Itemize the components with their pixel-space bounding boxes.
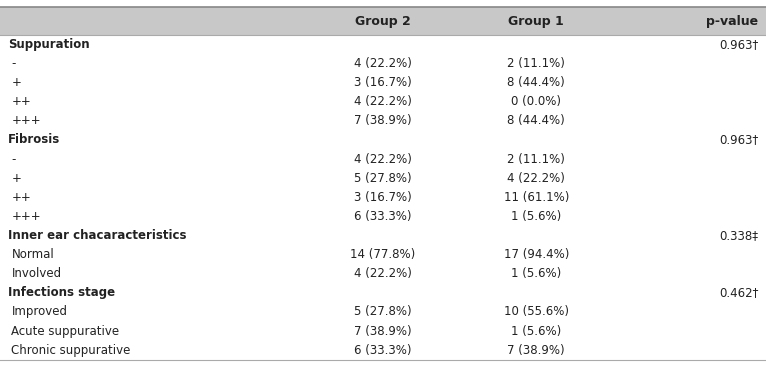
Text: +++: +++	[11, 115, 41, 127]
Text: 0.338‡: 0.338‡	[719, 229, 758, 242]
Text: 1 (5.6%): 1 (5.6%)	[511, 324, 561, 338]
Text: Improved: Improved	[11, 305, 67, 319]
Text: 0.963†: 0.963†	[719, 38, 758, 51]
Text: p-value: p-value	[706, 15, 758, 28]
Bar	[0, 302, 766, 321]
Text: 14 (77.8%): 14 (77.8%)	[350, 248, 416, 261]
Text: 0.462†: 0.462†	[719, 286, 758, 299]
Text: 2 (11.1%): 2 (11.1%)	[507, 153, 565, 166]
Text: Group 2: Group 2	[355, 15, 411, 28]
Text: Group 1: Group 1	[509, 15, 564, 28]
Text: 7 (38.9%): 7 (38.9%)	[507, 344, 565, 357]
Bar	[0, 73, 766, 92]
Bar	[0, 168, 766, 188]
Text: 7 (38.9%): 7 (38.9%)	[354, 115, 412, 127]
Bar	[0, 283, 766, 302]
Text: 10 (55.6%): 10 (55.6%)	[504, 305, 568, 319]
Text: 1 (5.6%): 1 (5.6%)	[511, 210, 561, 223]
Bar	[0, 207, 766, 226]
Text: Chronic suppurative: Chronic suppurative	[11, 344, 131, 357]
Bar	[0, 264, 766, 283]
Text: 5 (27.8%): 5 (27.8%)	[354, 305, 412, 319]
Text: ++: ++	[11, 95, 31, 108]
Text: 4 (22.2%): 4 (22.2%)	[354, 57, 412, 70]
Bar	[0, 149, 766, 168]
Text: 5 (27.8%): 5 (27.8%)	[354, 172, 412, 185]
Text: 8 (44.4%): 8 (44.4%)	[507, 76, 565, 89]
Text: +++: +++	[11, 210, 41, 223]
Text: 1 (5.6%): 1 (5.6%)	[511, 267, 561, 280]
Text: 4 (22.2%): 4 (22.2%)	[354, 95, 412, 108]
Text: 3 (16.7%): 3 (16.7%)	[354, 76, 412, 89]
Text: 17 (94.4%): 17 (94.4%)	[503, 248, 569, 261]
Text: 6 (33.3%): 6 (33.3%)	[354, 344, 412, 357]
Text: 0 (0.0%): 0 (0.0%)	[511, 95, 561, 108]
Text: -: -	[11, 57, 16, 70]
Bar	[0, 35, 766, 54]
Text: 11 (61.1%): 11 (61.1%)	[503, 191, 569, 204]
Text: 4 (22.2%): 4 (22.2%)	[354, 153, 412, 166]
Bar	[0, 341, 766, 360]
Text: Suppuration: Suppuration	[8, 38, 90, 51]
Text: 0.963†: 0.963†	[719, 134, 758, 146]
Text: 4 (22.2%): 4 (22.2%)	[507, 172, 565, 185]
Text: 8 (44.4%): 8 (44.4%)	[507, 115, 565, 127]
Text: 2 (11.1%): 2 (11.1%)	[507, 57, 565, 70]
Text: Infections stage: Infections stage	[8, 286, 115, 299]
Text: Inner ear chacaracteristics: Inner ear chacaracteristics	[8, 229, 186, 242]
Text: +: +	[11, 172, 21, 185]
Text: 3 (16.7%): 3 (16.7%)	[354, 191, 412, 204]
Text: Acute suppurative: Acute suppurative	[11, 324, 119, 338]
Bar	[0, 130, 766, 149]
Bar	[0, 188, 766, 207]
Text: Fibrosis: Fibrosis	[8, 134, 60, 146]
Bar	[0, 226, 766, 245]
Text: +: +	[11, 76, 21, 89]
Bar	[0, 245, 766, 264]
Text: 4 (22.2%): 4 (22.2%)	[354, 267, 412, 280]
Bar	[0, 321, 766, 341]
Bar	[0, 7, 766, 35]
Text: -: -	[11, 153, 16, 166]
Text: 7 (38.9%): 7 (38.9%)	[354, 324, 412, 338]
Text: 6 (33.3%): 6 (33.3%)	[354, 210, 412, 223]
Bar	[0, 92, 766, 111]
Bar	[0, 54, 766, 73]
Text: Involved: Involved	[11, 267, 61, 280]
Bar	[0, 111, 766, 130]
Text: Normal: Normal	[11, 248, 54, 261]
Text: ++: ++	[11, 191, 31, 204]
